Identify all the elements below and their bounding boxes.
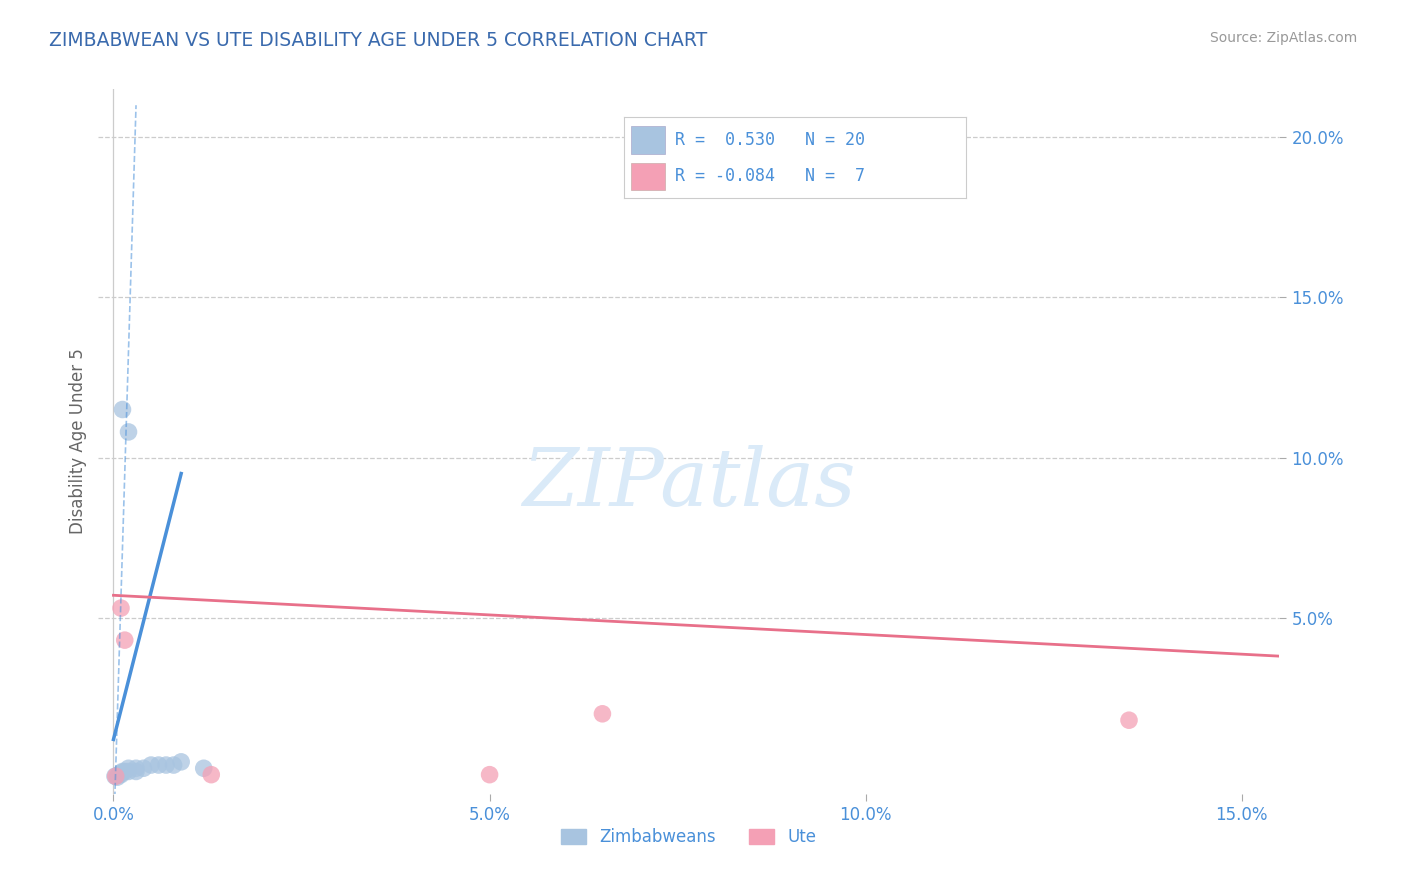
Point <box>110 766 132 780</box>
Point <box>104 769 127 783</box>
Y-axis label: Disability Age Under 5: Disability Age Under 5 <box>69 349 87 534</box>
Point <box>125 764 148 779</box>
Point <box>114 764 136 779</box>
Point <box>132 761 155 775</box>
Point <box>193 761 215 775</box>
Point <box>148 758 170 772</box>
Point <box>139 758 162 772</box>
Point <box>107 767 129 781</box>
Text: ZIPatlas: ZIPatlas <box>522 445 856 523</box>
Point <box>170 755 193 769</box>
Text: Source: ZipAtlas.com: Source: ZipAtlas.com <box>1209 31 1357 45</box>
Point <box>478 767 501 781</box>
Legend: Zimbabweans, Ute: Zimbabweans, Ute <box>554 822 824 853</box>
Point <box>104 769 127 783</box>
Point <box>200 767 222 781</box>
Point <box>114 633 136 648</box>
Point <box>591 706 613 721</box>
Point <box>117 764 139 779</box>
Text: ZIMBABWEAN VS UTE DISABILITY AGE UNDER 5 CORRELATION CHART: ZIMBABWEAN VS UTE DISABILITY AGE UNDER 5… <box>49 31 707 50</box>
Point <box>155 758 177 772</box>
Point <box>117 425 139 439</box>
Point <box>110 601 132 615</box>
Point <box>111 402 134 417</box>
Point <box>163 758 186 772</box>
Point <box>111 764 134 779</box>
Point <box>110 767 132 781</box>
Point <box>117 761 139 775</box>
Point <box>125 761 148 775</box>
Point <box>1118 713 1140 727</box>
Point <box>105 770 128 784</box>
